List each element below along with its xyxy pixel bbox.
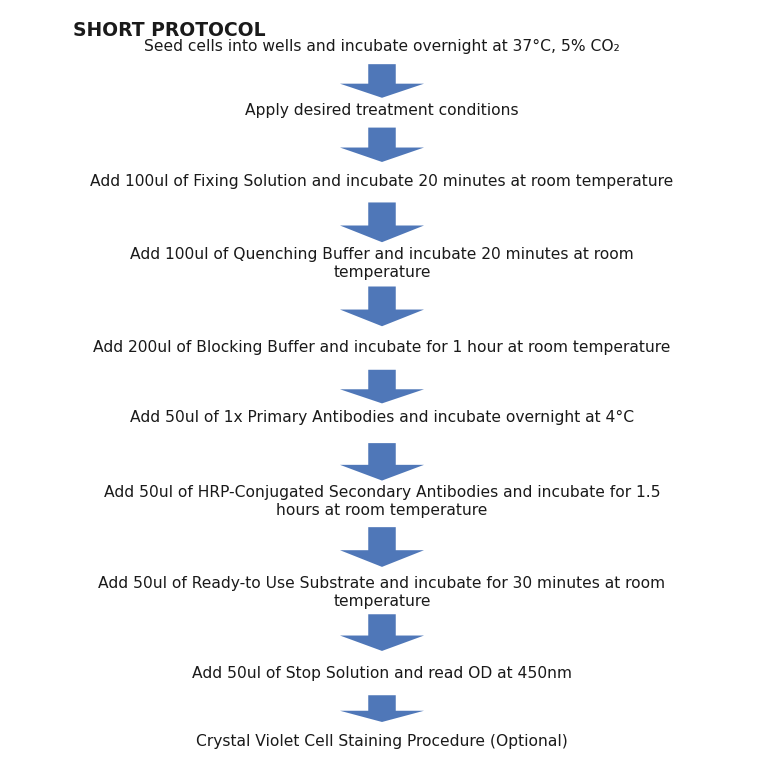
Text: Add 50ul of Stop Solution and read OD at 450nm: Add 50ul of Stop Solution and read OD at…: [192, 666, 572, 681]
Polygon shape: [340, 614, 424, 651]
Polygon shape: [340, 286, 424, 326]
Text: Apply des​ired treatment conditions: Apply des​ired treatment conditions: [245, 102, 519, 118]
Polygon shape: [340, 527, 424, 567]
Polygon shape: [340, 443, 424, 481]
Text: Seed cells into wells and incubate overnight at 37°C, 5% CO₂: Seed cells into wells and incubate overn…: [144, 39, 620, 54]
Polygon shape: [340, 370, 424, 403]
Text: Add 50ul of HRP-Conjugated Secondary Antibodies and incubate for 1.5
hours at ro: Add 50ul of HRP-Conjugated Secondary Ant…: [104, 485, 660, 519]
Polygon shape: [340, 64, 424, 98]
Text: Add 50ul of Ready-to Use Substrate and incubate for 30 minutes at room
temperatu: Add 50ul of Ready-to Use Substrate and i…: [99, 576, 665, 610]
Text: Add 200ul of Blocking Buffer and incubate for 1 hour at room temperature: Add 200ul of Blocking Buffer and incubat…: [93, 340, 671, 355]
Text: Add 100ul of Fixing Solution and incubate 20 minutes at room temperature: Add 100ul of Fixing Solution and incubat…: [90, 174, 674, 189]
Text: SHORT PROTOCOL: SHORT PROTOCOL: [73, 21, 265, 40]
Text: Crystal Violet Cell Staining Procedure (Optional): Crystal Violet Cell Staining Procedure (…: [196, 733, 568, 749]
Text: Add 100ul of Quenching Buffer and incubate 20 minutes at room
temperature: Add 100ul of Quenching Buffer and incuba…: [130, 247, 634, 280]
Polygon shape: [340, 695, 424, 722]
Polygon shape: [340, 128, 424, 162]
Text: Add 50ul of 1x Primary Antibodies and incubate overnight at 4°C: Add 50ul of 1x Primary Antibodies and in…: [130, 410, 634, 426]
Polygon shape: [340, 202, 424, 242]
